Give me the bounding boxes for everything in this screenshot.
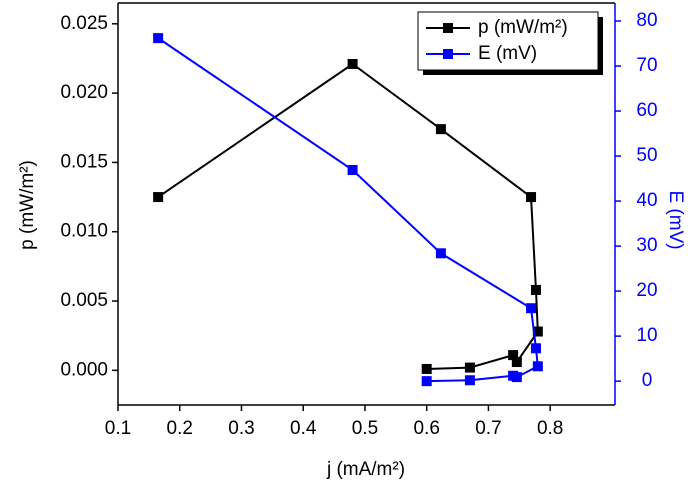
y2-tick-label: 40 (636, 190, 657, 211)
marker (508, 370, 519, 381)
x-tick-label: 0.5 (352, 418, 378, 439)
y-tick-label: 0.010 (60, 221, 108, 242)
marker (530, 284, 541, 295)
x-tick-label: 0.3 (228, 418, 254, 439)
marker (526, 303, 537, 314)
marker (421, 363, 432, 374)
legend-box (417, 11, 599, 71)
y2-tick-label: 10 (636, 325, 657, 346)
marker (464, 362, 475, 373)
x-tick-label: 0.4 (290, 418, 317, 439)
marker (508, 350, 519, 361)
y2-tick-label: 0 (642, 370, 653, 391)
marker (347, 165, 358, 176)
legend-marker (443, 23, 453, 33)
marker (532, 361, 543, 372)
x-tick-label: 0.1 (105, 418, 131, 439)
marker (526, 192, 537, 203)
marker (347, 58, 358, 69)
marker (530, 343, 541, 354)
y2-tick-label: 30 (636, 235, 657, 256)
y-tick-label: 0.000 (60, 359, 108, 380)
y-axis-title: p (mW/m²) (17, 160, 38, 250)
marker (532, 326, 543, 337)
series-line (157, 62, 539, 370)
legend-marker (443, 49, 453, 59)
legend-label: p (mW/m²) (478, 17, 568, 38)
marker (511, 357, 522, 368)
y-tick-label: 0.015 (60, 151, 108, 172)
marker (435, 124, 446, 135)
y2-tick-label: 70 (636, 55, 657, 76)
x-axis-title: j (mA/m²) (326, 459, 405, 480)
y2-tick-label: 20 (636, 280, 657, 301)
x-tick-label: 0.7 (475, 418, 501, 439)
marker (153, 33, 164, 44)
marker (153, 192, 164, 203)
marker (464, 375, 475, 386)
marker (421, 376, 432, 387)
y-tick-label: 0.025 (60, 13, 108, 34)
y-tick-label: 0.020 (60, 82, 108, 103)
y-tick-label: 0.005 (60, 290, 108, 311)
y2-tick-label: 80 (636, 10, 657, 31)
x-tick-label: 0.6 (413, 418, 439, 439)
marker (435, 248, 446, 259)
series-line (157, 37, 539, 383)
x-tick-label: 0.2 (167, 418, 193, 439)
y2-tick-label: 50 (636, 145, 657, 166)
x-tick-label: 0.8 (537, 418, 563, 439)
y2-axis-title: E (mV) (665, 190, 686, 249)
y2-tick-label: 60 (636, 100, 657, 121)
legend-label: E (mV) (478, 43, 537, 64)
